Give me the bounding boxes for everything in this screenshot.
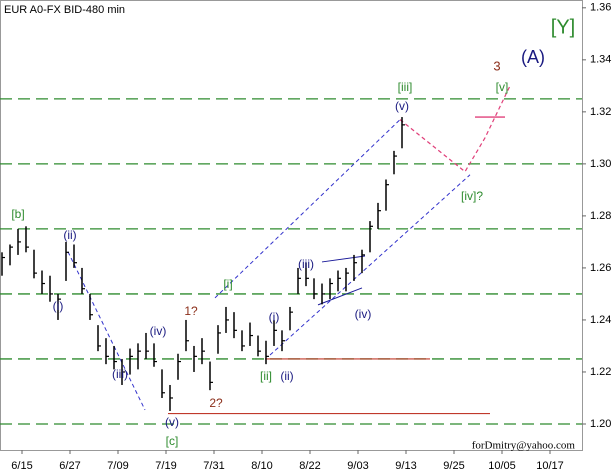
wave-label: (A)	[521, 47, 545, 67]
wave-label: [iv]?	[461, 189, 483, 203]
wave-label: [iii]	[398, 80, 413, 94]
x-tick-label: 8/22	[299, 460, 320, 472]
y-tick-label: 1.32	[590, 106, 611, 118]
y-tick-label: 1.22	[590, 366, 611, 378]
triangle-line	[321, 255, 366, 263]
channel-line	[269, 174, 471, 356]
x-tick-label: 7/31	[203, 460, 224, 472]
wave-label: [Y]	[551, 16, 575, 38]
y-tick-label: 1.30	[590, 158, 611, 170]
wave-label: (iv)	[150, 324, 167, 338]
wave-label: (iii)	[298, 257, 314, 271]
x-tick-label: 9/13	[395, 460, 416, 472]
wave-label: [i]	[223, 277, 232, 291]
x-tick-label: 6/15	[11, 460, 32, 472]
wave-label: [c]	[166, 434, 179, 448]
channel-line	[214, 119, 401, 299]
y-tick-label: 1.26	[590, 262, 611, 274]
x-tick-label: 6/27	[59, 460, 80, 472]
wave-label: (i)	[53, 299, 64, 313]
wave-label: 3	[493, 58, 500, 73]
wave-label: (iv)	[355, 307, 372, 321]
wave-label: (v)	[165, 415, 179, 429]
plot-frame	[0, 0, 583, 451]
chart-title: EUR A0-FX BID-480 min	[4, 4, 125, 16]
wave-label: (i)	[269, 310, 280, 324]
wave-label: [ii]	[260, 369, 272, 383]
y-tick-label: 1.34	[590, 54, 611, 66]
wave-label: [v]	[496, 80, 509, 94]
y-tick-label: 1.24	[590, 314, 611, 326]
footer: forDmitry@yahoo.com	[472, 440, 576, 452]
x-tick-label: 7/19	[155, 460, 176, 472]
wave-label: 1?	[184, 304, 198, 318]
y-tick-label: 1.20	[590, 418, 611, 430]
wave-label: (v)	[395, 99, 409, 113]
x-tick-label: 9/25	[443, 460, 464, 472]
x-tick-label: 10/17	[536, 460, 564, 472]
x-tick-label: 7/09	[107, 460, 128, 472]
y-tick-label: 1.36	[590, 2, 611, 14]
channel-line	[67, 251, 146, 411]
y-tick-label: 1.28	[590, 210, 611, 222]
x-tick-label: 10/05	[488, 460, 516, 472]
wave-label: 2?	[209, 396, 223, 410]
wave-label: (iii)	[112, 367, 128, 381]
wave-label: (ii)	[280, 369, 293, 383]
x-tick-label: 9/03	[347, 460, 368, 472]
triangle-line	[317, 287, 363, 306]
wave-label: (ii)	[63, 228, 76, 242]
x-tick-label: 8/10	[251, 460, 272, 472]
wave-label: [b]	[11, 207, 24, 221]
